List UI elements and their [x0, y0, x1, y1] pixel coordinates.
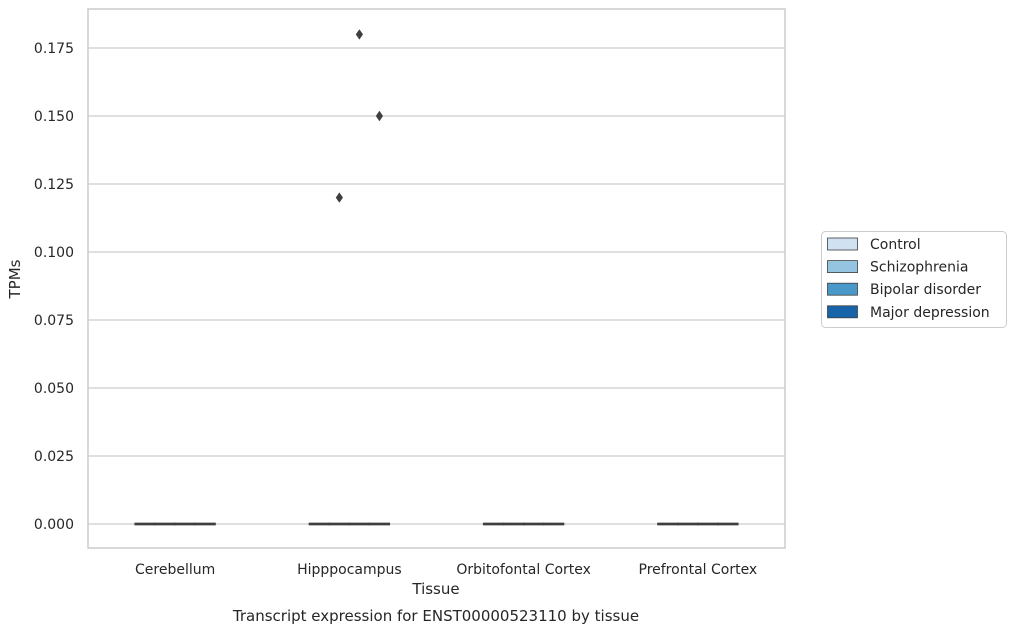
y-tick-label: 0.000 [34, 517, 74, 533]
legend-label: Control [870, 237, 921, 253]
y-axis-ticks: 0.000 0.025 0.050 0.075 0.100 0.125 0.150 0.175 [34, 41, 74, 533]
outliers [335, 29, 384, 203]
y-tick-label: 0.100 [34, 245, 74, 261]
y-tick-label: 0.150 [34, 109, 74, 125]
y-tick-label: 0.050 [34, 381, 74, 397]
x-tick-label: Prefrontal Cortex [639, 562, 758, 578]
outlier-point [355, 29, 363, 40]
legend-label: Bipolar disorder [870, 282, 981, 298]
boxes [134, 522, 739, 526]
y-tick-label: 0.125 [34, 177, 74, 193]
y-axis-label: TPMs [6, 259, 24, 299]
chart-caption: Transcript expression for ENST0000052311… [232, 607, 639, 625]
legend-label: Schizophrenia [870, 260, 968, 276]
y-tick-label: 0.175 [34, 41, 74, 57]
y-tick-label: 0.025 [34, 449, 74, 465]
legend-frame [821, 231, 1007, 328]
y-tick-label: 0.075 [34, 313, 74, 329]
plot-frame [87, 8, 786, 549]
legend: Control Schizophrenia Bipolar disorder Majo… [821, 231, 1007, 328]
legend-swatch [827, 237, 858, 251]
legend-items: Control Schizophrenia Bipolar disorder Majo… [827, 237, 990, 321]
legend-label: Major depression [870, 305, 990, 321]
x-tick-label: Cerebellum [135, 562, 215, 578]
x-axis-ticks: Cerebellum Hipppocampus Orbitofontal Corte… [135, 562, 757, 578]
x-axis-label: Tissue [411, 580, 459, 598]
outlier-point [375, 110, 384, 122]
x-tick-label: Orbitofontal Cortex [456, 562, 591, 578]
legend-swatch [827, 282, 858, 296]
outlier-point [335, 192, 343, 203]
legend-swatch [827, 260, 858, 274]
x-tick-label: Hipppocampus [297, 562, 402, 578]
legend-swatch [827, 305, 858, 319]
